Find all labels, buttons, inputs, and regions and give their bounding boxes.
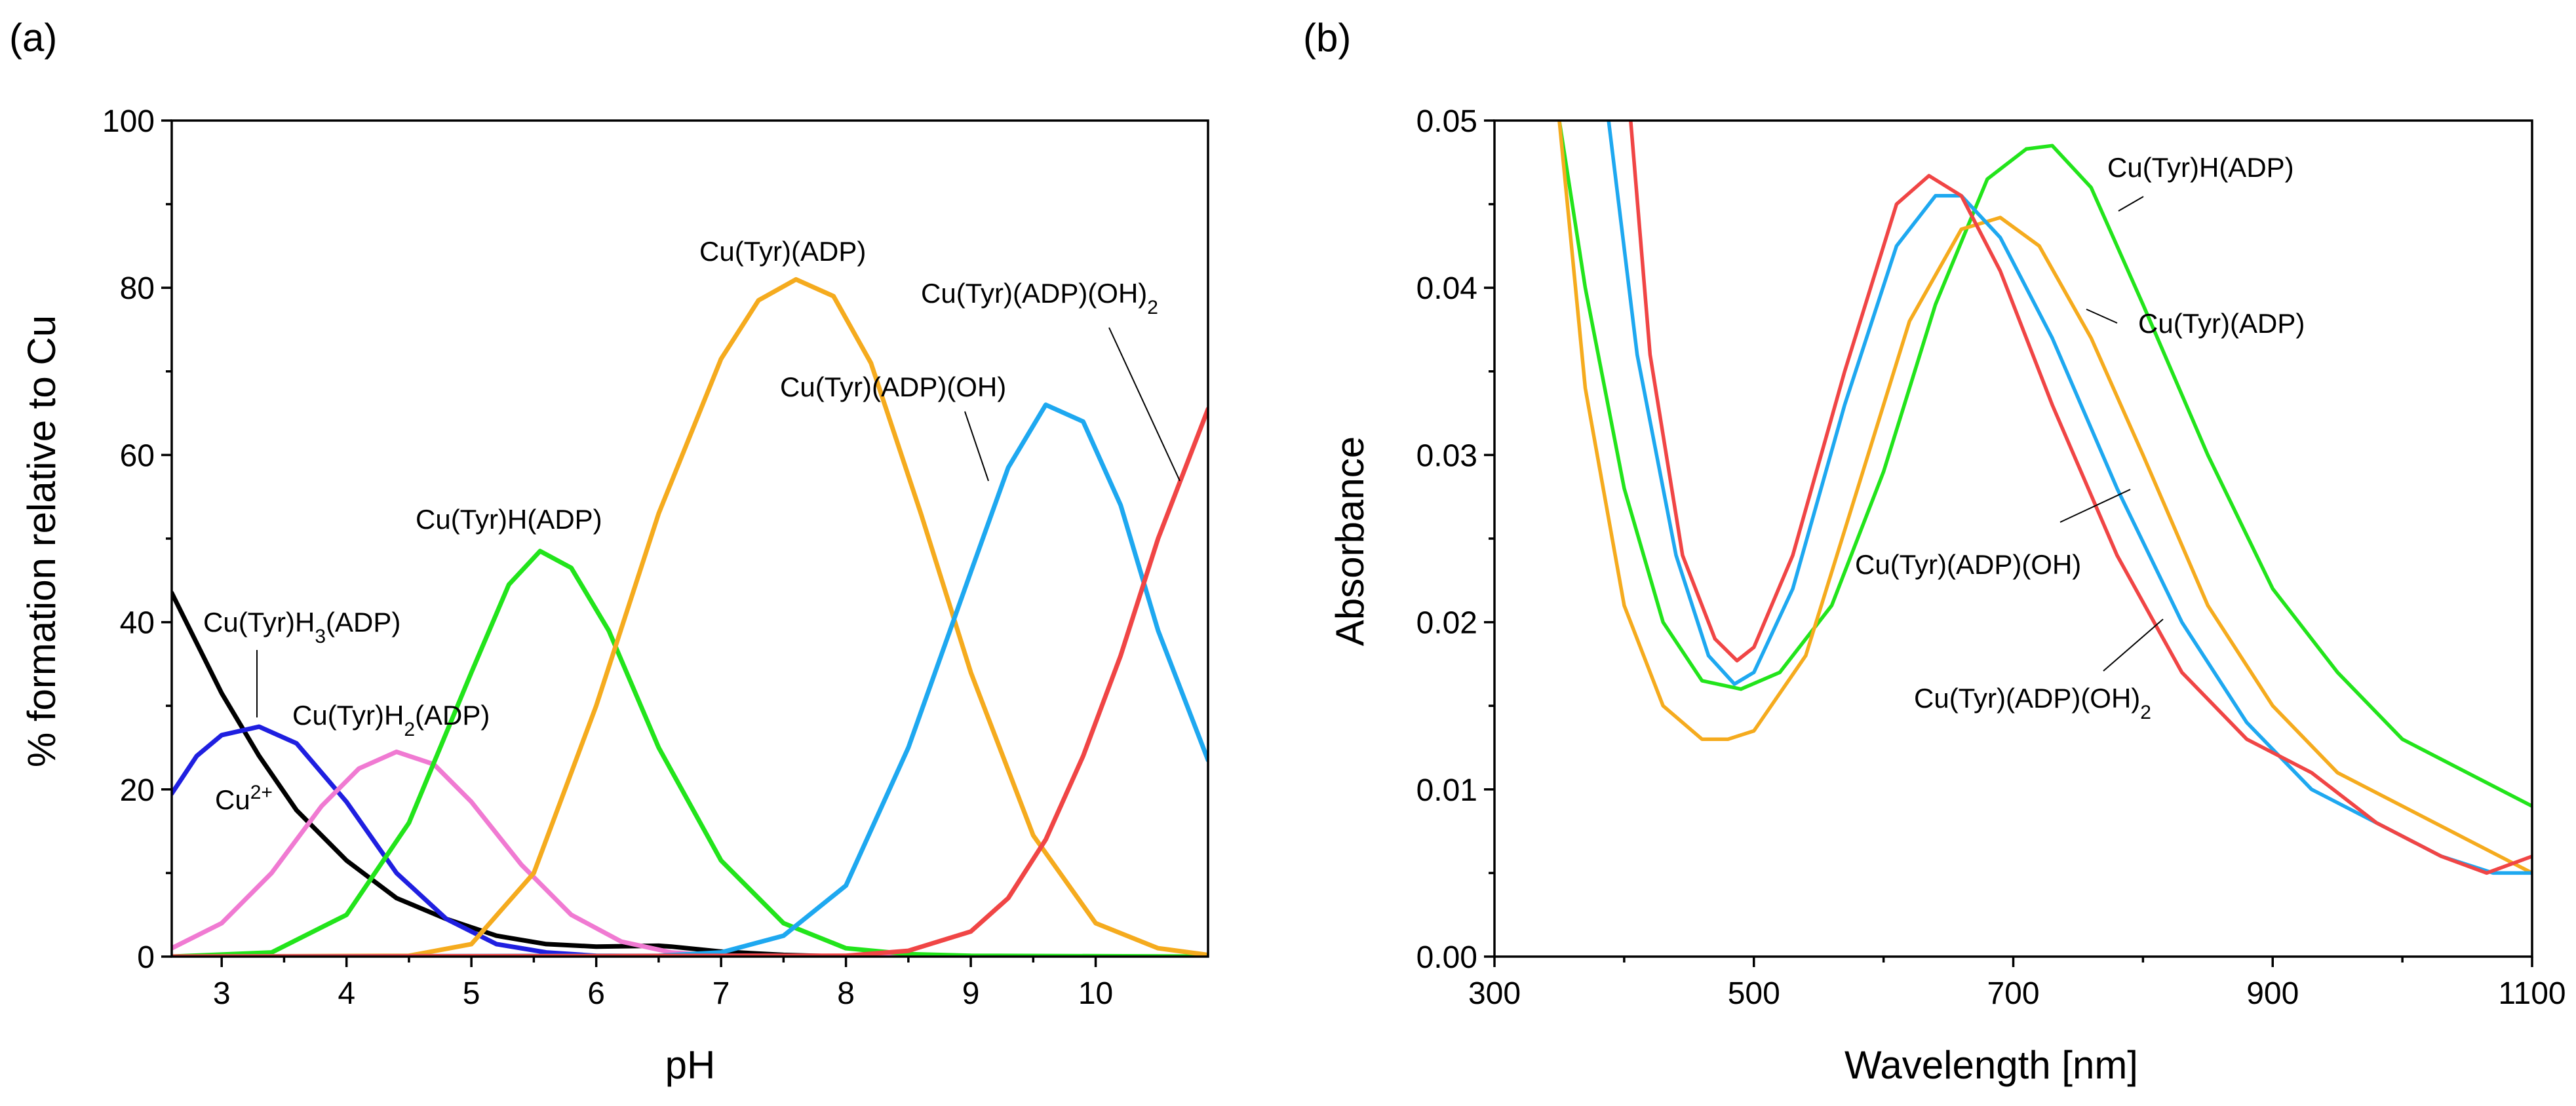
label-b-cutyradpoh: Cu(Tyr)(ADP)(OH)	[1855, 549, 2081, 580]
panel-b-label: (b)	[1303, 16, 1351, 60]
xtick-label-a: 4	[338, 976, 355, 1011]
panel-b-plot: 300 500 700 900 1100 0.00 0.01 0.02 0.03 0.04 0.05	[1416, 104, 2566, 1011]
xtick-label-a: 7	[712, 976, 730, 1011]
ytick-label-a: 80	[120, 271, 155, 306]
xtick-label-a: 3	[213, 976, 231, 1011]
xtick-label-a: 9	[962, 976, 980, 1011]
xtick-label-a: 8	[837, 976, 855, 1011]
ytick-label-a: 0	[137, 940, 155, 975]
label-a-cutyrh3adp: Cu(Tyr)H3(ADP)	[203, 607, 400, 647]
label-b-cutyradpoh2: Cu(Tyr)(ADP)(OH)2	[1914, 683, 2151, 723]
series-group-a	[172, 276, 1208, 957]
ytick-label-b: 0.05	[1416, 104, 1477, 139]
ytick-label-b: 0.02	[1416, 606, 1477, 641]
panel-b-xlabel: Wavelength [nm]	[1844, 1043, 2138, 1087]
ytick-label-a: 20	[120, 773, 155, 808]
ytick-label-b: 0.03	[1416, 438, 1477, 473]
leader-a-cutyradpoh	[964, 411, 989, 482]
xtick-label-b: 1100	[2498, 976, 2566, 1011]
xtick-label-a: 5	[463, 976, 480, 1011]
series-b-cu-tyr-adp-oh-2	[1629, 121, 2532, 875]
ytick-label-a: 40	[120, 606, 155, 641]
xtick-label-b: 300	[1468, 976, 1521, 1011]
series-a-cu2	[172, 590, 1208, 957]
xtick-label-b: 900	[2246, 976, 2299, 1011]
series-a-cu-tyr-adp	[172, 276, 1208, 957]
ytick-label-b: 0.04	[1416, 271, 1477, 306]
plot-frame-a	[170, 119, 1209, 958]
panel-a-ylabel: % formation relative to Cu	[20, 315, 64, 767]
series-a-cu-tyr-h2-adp	[172, 749, 1208, 957]
leader-b-cutyrhadp	[2118, 196, 2144, 212]
label-b-cutyradp: Cu(Tyr)(ADP)	[2138, 308, 2305, 339]
series-b-cu-tyr-h-adp	[1557, 121, 2532, 809]
series-a-cu-tyr-adp-oh	[172, 402, 1208, 957]
label-a-cutyradp: Cu(Tyr)(ADP)	[699, 236, 866, 267]
panel-b-ylabel: Absorbance	[1328, 436, 1372, 646]
xtick-label-b: 500	[1728, 976, 1780, 1011]
label-b-cutyrhadp: Cu(Tyr)H(ADP)	[2107, 152, 2294, 183]
ytick-label-a: 60	[120, 438, 155, 473]
panel-a-xlabel: pH	[665, 1043, 716, 1087]
ytick-label-b: 0.01	[1416, 773, 1477, 808]
leader-a-cutyradpoh2	[1108, 327, 1181, 482]
xtick-label-b: 700	[1987, 976, 2039, 1011]
series-a-cu-tyr-adp-oh-2	[172, 406, 1208, 957]
leader-b-cutyradp	[2086, 309, 2118, 324]
ytick-label-b: 0.00	[1416, 940, 1477, 975]
label-a-cutyrhadp: Cu(Tyr)H(ADP)	[416, 504, 602, 535]
panel-a-label: (a)	[9, 16, 57, 60]
xtick-label-a: 6	[587, 976, 605, 1011]
ytick-label-a: 100	[102, 104, 155, 139]
label-a-cu2plus: Cu2+	[215, 782, 273, 816]
plot-frame-b	[1493, 119, 2533, 958]
leader-b-cutyradpoh	[2059, 489, 2131, 523]
xtick-label-a: 10	[1078, 976, 1113, 1011]
label-a-cutyradpoh: Cu(Tyr)(ADP)(OH)	[780, 372, 1006, 402]
leader-b-cutyradpoh2	[2103, 619, 2164, 672]
series-b-cu-tyr-adp-oh	[1607, 121, 2532, 875]
label-a-cutyradpoh2: Cu(Tyr)(ADP)(OH)2	[921, 278, 1158, 318]
label-a-cutyrh2adp: Cu(Tyr)H2(ADP)	[292, 700, 490, 740]
series-group-b	[1557, 121, 2532, 875]
series-b-cu-tyr-adp	[1557, 121, 2532, 875]
